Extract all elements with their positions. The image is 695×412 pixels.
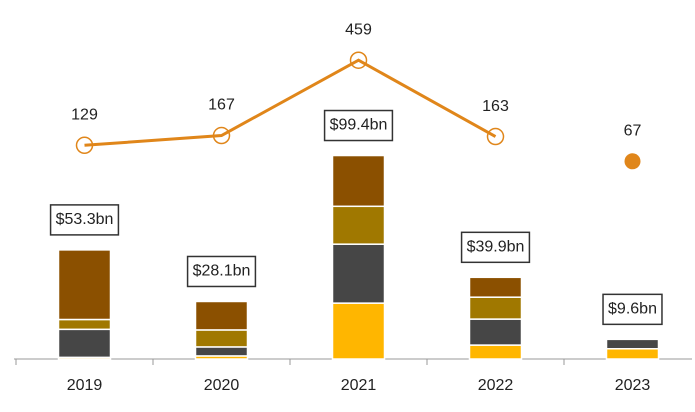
total-label: $9.6bn <box>608 301 657 318</box>
bar-segment <box>331 205 386 245</box>
bar-segment <box>605 348 660 360</box>
total-label-box <box>323 109 394 142</box>
line-marker <box>486 127 505 146</box>
bar-segment <box>468 296 523 320</box>
total-label: $99.4bn <box>330 117 388 134</box>
bar-segment <box>57 318 112 331</box>
bar-segment <box>194 329 249 348</box>
bar-segment <box>331 154 386 208</box>
x-tick-label: 2020 <box>204 377 240 394</box>
total-label-box <box>186 255 257 288</box>
line-marker <box>349 51 368 69</box>
bar-segment <box>57 328 112 359</box>
line-marker <box>75 136 94 155</box>
bar-segment <box>194 300 249 331</box>
bar-segment <box>57 249 112 321</box>
total-label-box <box>602 293 663 326</box>
line-label: 459 <box>345 21 372 38</box>
bar-segment <box>468 318 523 346</box>
bar-segment <box>331 302 386 360</box>
bar-segment <box>331 243 386 304</box>
total-label-box <box>49 204 120 236</box>
total-label: $39.9bn <box>467 239 525 256</box>
x-tick-label: 2019 <box>67 377 103 394</box>
total-label: $53.3bn <box>56 211 114 228</box>
line <box>84 58 497 147</box>
bar-segment <box>194 346 249 357</box>
total-label-box <box>460 231 531 264</box>
bar-segment <box>605 338 660 350</box>
bar-segment <box>468 276 523 298</box>
line-label: 167 <box>208 97 235 114</box>
line-label: 67 <box>624 123 642 140</box>
line-label: 129 <box>71 107 98 124</box>
line-marker <box>212 126 231 145</box>
x-tick-label: 2021 <box>341 377 377 394</box>
x-tick-label: 2023 <box>615 377 651 394</box>
line-label: 163 <box>482 98 509 115</box>
line-marker <box>624 153 641 170</box>
x-tick-label: 2022 <box>478 377 514 394</box>
bar-segment <box>468 344 523 360</box>
total-label: $28.1bn <box>193 263 251 280</box>
